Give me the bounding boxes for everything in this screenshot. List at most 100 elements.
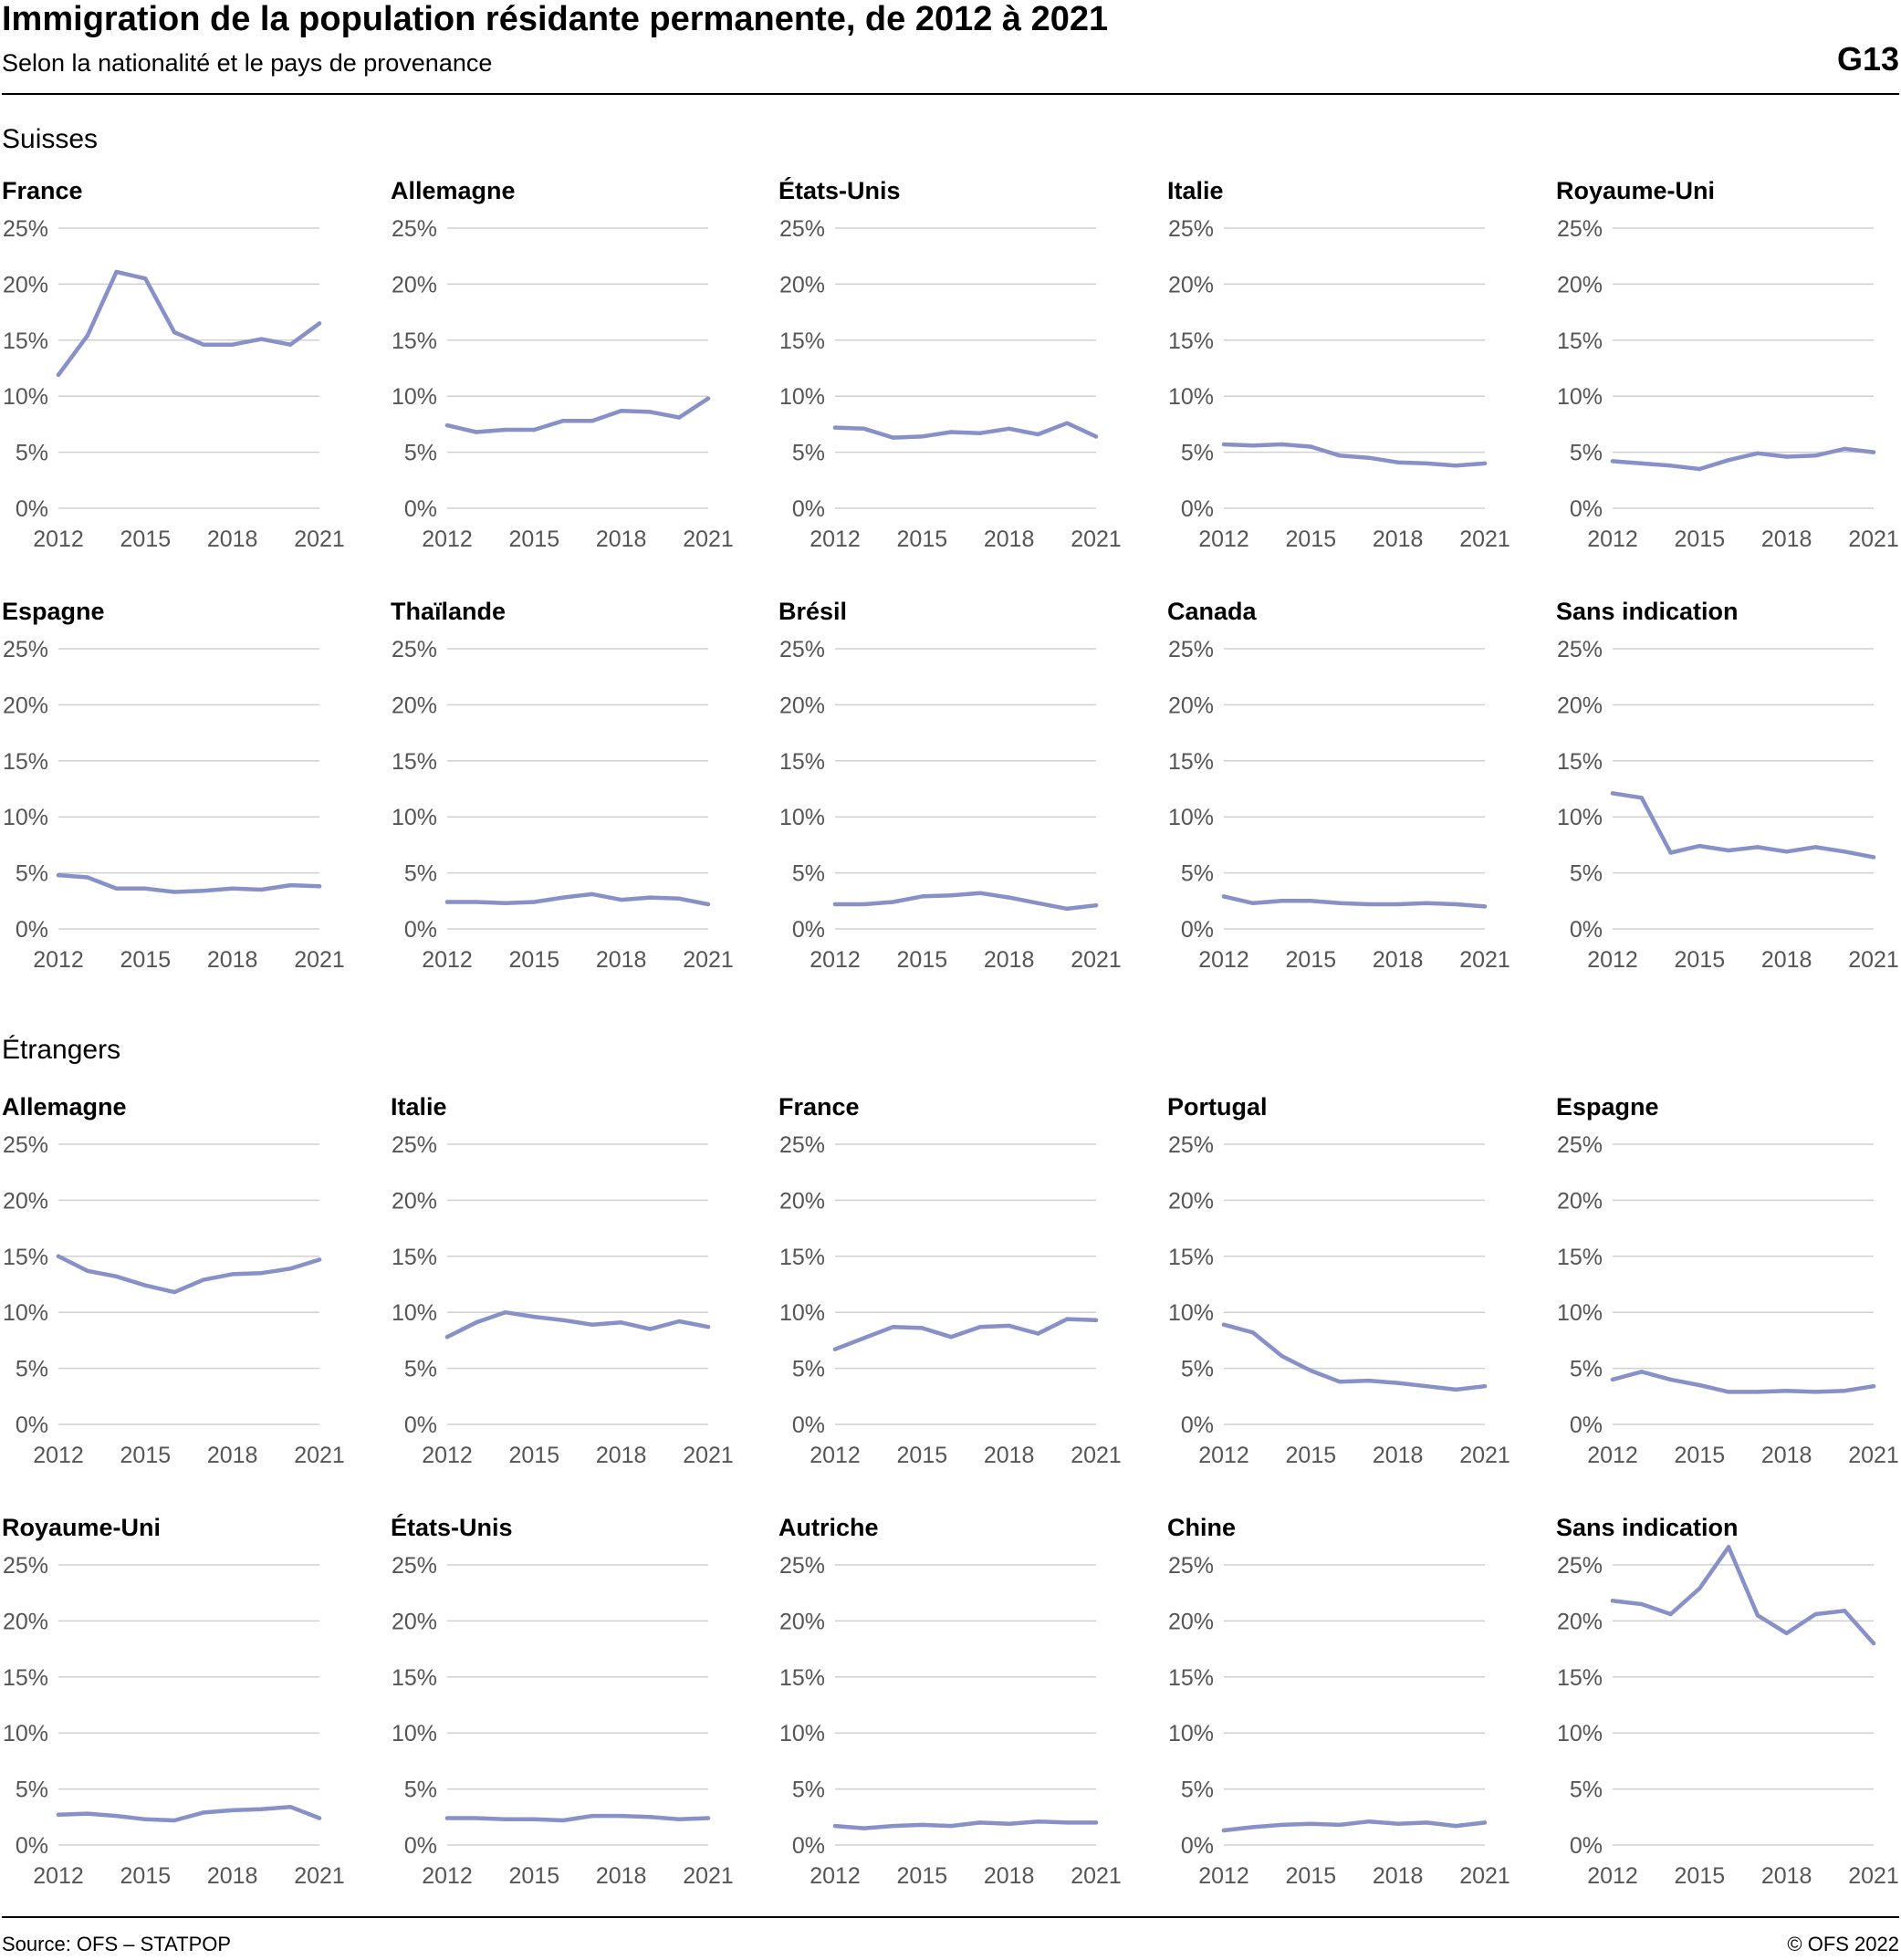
data-point (1813, 1611, 1818, 1617)
data-point (143, 886, 148, 891)
data-point (560, 419, 566, 423)
data-point (1639, 1601, 1644, 1607)
y-tick-label: 25% (392, 1132, 437, 1158)
data-point (891, 1823, 895, 1829)
data-point (1726, 457, 1731, 463)
data-point (317, 884, 322, 889)
x-tick-label: 2012 (809, 526, 861, 552)
y-tick-label: 25% (1168, 1553, 1214, 1579)
x-tick-label: 2021 (683, 526, 734, 552)
data-point (1639, 796, 1644, 800)
x-tick-label: 2012 (1198, 526, 1249, 552)
data-point (85, 1268, 89, 1273)
y-tick-label: 5% (1181, 861, 1214, 887)
series-line (444, 1813, 711, 1823)
data-point (1280, 1353, 1284, 1359)
source-note: Source: OFS – STATPOP (2, 1933, 232, 1955)
x-tick-label: 2018 (1373, 947, 1424, 973)
panel--tats-unis: États-Unis 0% 5% 10% 15% 20% 25% 2012 2015 2018 20… (778, 176, 1122, 552)
y-tick-label: 10% (392, 805, 437, 830)
panel-title: Allemagne (2, 1093, 127, 1121)
y-tick-label: 10% (392, 384, 437, 410)
series-line (1610, 1545, 1876, 1646)
series-line (1221, 894, 1488, 909)
y-tick-label: 25% (779, 1553, 825, 1579)
data-point (1250, 901, 1255, 905)
data-point (1813, 845, 1818, 850)
data-point (1425, 461, 1429, 466)
data-point (1221, 1322, 1227, 1327)
x-tick-label: 2012 (809, 1863, 861, 1889)
y-tick-label: 25% (3, 637, 48, 662)
y-tick-label: 10% (1168, 805, 1214, 830)
data-point (677, 415, 682, 420)
data-point (503, 1310, 507, 1315)
panel-portugal: Portugal 0% 5% 10% 15% 20% 25% 2012 2015 2018 2021 (1167, 1093, 1510, 1468)
data-point (1482, 461, 1488, 466)
data-point (1871, 1384, 1876, 1389)
panel-royaume-uni: Royaume-Uni 0% 5% 10% 15% 20% 25% 2012 2015 2018 2… (2, 1514, 345, 1889)
data-point (590, 1813, 595, 1819)
panel-france: France 0% 5% 10% 15% 20% 25% 2012 2015 2018 2021 (778, 1093, 1122, 1468)
x-tick-label: 2015 (1675, 947, 1726, 973)
data-point (1843, 446, 1847, 452)
y-tick-label: 5% (16, 441, 48, 466)
y-tick-label: 10% (392, 1300, 437, 1326)
x-tick-label: 2021 (683, 947, 734, 973)
y-tick-label: 15% (1168, 749, 1214, 775)
data-point (1007, 1323, 1011, 1329)
y-tick-label: 10% (779, 1721, 825, 1746)
y-tick-label: 5% (16, 861, 48, 887)
panel-title: Royaume-Uni (1556, 177, 1715, 204)
y-tick-label: 15% (3, 1665, 48, 1691)
data-point (85, 875, 89, 880)
group-label-etrangers: Étrangers (2, 1035, 121, 1065)
x-tick-label: 2018 (207, 947, 258, 973)
data-point (259, 337, 264, 341)
data-point (1610, 791, 1615, 796)
data-point (862, 902, 866, 907)
chart-title: Immigration de la population résidante p… (2, 0, 1109, 38)
panel-title: États-Unis (778, 176, 901, 204)
y-tick-label: 25% (1557, 1553, 1603, 1579)
data-point (1726, 1390, 1731, 1394)
data-point (1337, 1822, 1342, 1828)
chart-subtitle: Selon la nationalité et le pays de prove… (2, 49, 493, 77)
data-point (1221, 442, 1227, 447)
y-tick-label: 15% (3, 1245, 48, 1270)
panel-sans-indication: Sans indication 0% 5% 10% 15% 20% 25% 2012 2015 2… (1556, 1514, 1899, 1889)
data-point (1309, 444, 1313, 449)
y-tick-label: 5% (16, 1357, 48, 1382)
x-tick-label: 2018 (1373, 526, 1424, 552)
panel-title: Espagne (2, 598, 105, 625)
data-point (1871, 1641, 1876, 1646)
data-point (1843, 1388, 1847, 1393)
data-point (230, 1808, 235, 1813)
y-tick-label: 0% (1181, 496, 1214, 522)
y-tick-label: 15% (1557, 328, 1603, 354)
data-point (648, 1327, 653, 1331)
data-point (85, 1811, 89, 1816)
x-tick-label: 2021 (1071, 947, 1122, 973)
panel-title: Autriche (778, 1514, 879, 1541)
data-point (1065, 1820, 1070, 1825)
y-tick-label: 10% (1557, 384, 1603, 410)
x-tick-label: 2012 (422, 1443, 473, 1468)
data-point (1843, 850, 1847, 854)
data-point (288, 1267, 293, 1271)
data-point (560, 1318, 566, 1322)
y-tick-label: 10% (1557, 805, 1603, 830)
x-tick-label: 2012 (1198, 947, 1249, 973)
footer-divider (2, 1916, 1899, 1918)
data-point (114, 269, 119, 275)
x-tick-label: 2021 (1848, 526, 1899, 552)
data-point (532, 1314, 537, 1319)
data-point (288, 882, 293, 888)
data-point (705, 1816, 711, 1820)
data-point (948, 1823, 954, 1829)
data-point (143, 1283, 148, 1288)
x-tick-label: 2015 (1286, 947, 1337, 973)
data-point (648, 895, 653, 900)
data-point (143, 276, 148, 281)
data-point (1425, 1384, 1429, 1389)
